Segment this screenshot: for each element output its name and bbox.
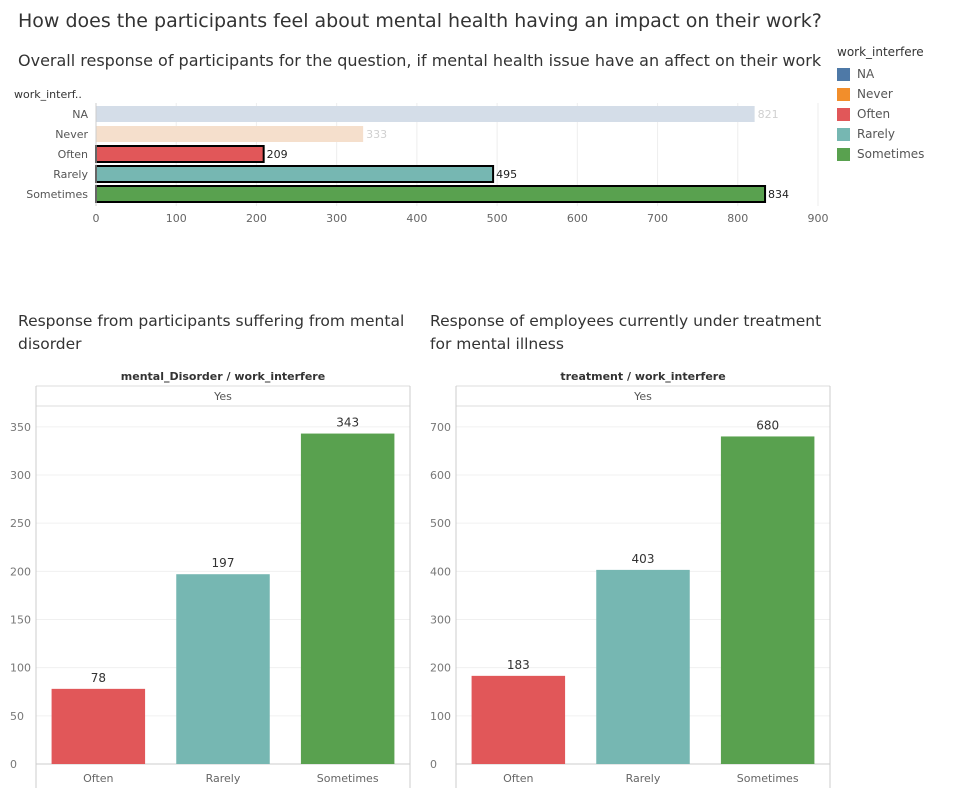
data-label-rarely: 197	[212, 556, 235, 570]
y-tick-label: 100	[430, 710, 451, 723]
x-tick-label-rarely: Rarely	[206, 772, 241, 785]
x-tick-label: 900	[808, 212, 829, 225]
legend-swatch	[837, 107, 850, 121]
data-label-sometimes: 343	[336, 416, 359, 430]
y-tick-label: 0	[10, 758, 17, 771]
y-tick-label: 200	[430, 662, 451, 675]
y-tick-label: 0	[430, 758, 437, 771]
y-tick-label: 250	[10, 517, 31, 530]
treatment-bar-sometimes	[720, 436, 815, 764]
mental-disorder-bar-often	[51, 688, 146, 764]
legend-item-na[interactable]: NA	[837, 64, 924, 84]
y-tick-label: 700	[430, 421, 451, 434]
row-label-often: Often	[58, 148, 88, 161]
y-tick-label: 300	[430, 613, 451, 626]
treatment-bar-often	[471, 675, 566, 764]
data-label-never: 333	[366, 128, 387, 141]
y-tick-label: 150	[10, 613, 31, 626]
data-label-rarely: 403	[632, 552, 655, 566]
x-tick-label-sometimes: Sometimes	[737, 772, 799, 785]
x-tick-label: 600	[567, 212, 588, 225]
color-legend: work_interfere NA Never Often Rarely Som…	[837, 45, 924, 164]
legend-title: work_interfere	[837, 45, 924, 59]
y-tick-label: 600	[430, 469, 451, 482]
legend-swatch	[837, 87, 850, 101]
left-panel-title: Response from participants suffering fro…	[18, 312, 405, 353]
x-tick-label: 0	[93, 212, 100, 225]
header-sub: Yes	[213, 390, 232, 403]
legend-item-often[interactable]: Often	[837, 104, 924, 124]
data-label-often: 183	[507, 658, 530, 672]
legend-swatch	[837, 147, 850, 161]
legend-label: Rarely	[857, 127, 895, 141]
data-label-often: 78	[91, 671, 106, 685]
x-tick-label: 200	[246, 212, 267, 225]
data-label-often: 209	[267, 148, 288, 161]
mental-disorder-bar-chart: mental_Disorder / work_interfere Yes 0 50 10…	[10, 370, 411, 788]
mental-disorder-bar-sometimes	[300, 433, 395, 764]
y-tick-label: 500	[430, 517, 451, 530]
legend-label: Often	[857, 107, 891, 121]
row-label-never: Never	[55, 128, 88, 141]
bar-often	[95, 145, 265, 163]
y-tick-label: 200	[10, 565, 31, 578]
legend-label: Never	[857, 87, 893, 101]
x-tick-label: 800	[727, 212, 748, 225]
treatment-bar-rarely	[596, 569, 690, 764]
legend-item-never[interactable]: Never	[837, 84, 924, 104]
data-label-na: 821	[758, 108, 779, 121]
legend-item-sometimes[interactable]: Sometimes	[837, 144, 924, 164]
y-tick-label: 400	[430, 565, 451, 578]
top-chart-subtitle: Overall response of participants for the…	[18, 51, 822, 70]
bar-sometimes	[95, 185, 767, 203]
header-title: mental_Disorder / work_interfere	[121, 370, 325, 383]
row-header: work_interf..	[14, 88, 82, 101]
dashboard-title: How does the participants feel about men…	[18, 10, 822, 32]
x-tick-label-often: Often	[503, 772, 533, 785]
x-tick-label-rarely: Rarely	[626, 772, 661, 785]
legend-swatch	[837, 67, 850, 81]
y-tick-label: 350	[10, 421, 31, 434]
row-label-sometimes: Sometimes	[26, 188, 88, 201]
mental-disorder-bar-rarely	[176, 574, 270, 764]
x-tick-label: 700	[647, 212, 668, 225]
x-tick-label: 300	[326, 212, 347, 225]
right-panel-title: Response of employees currently under tr…	[430, 312, 822, 353]
row-label-rarely: Rarely	[53, 168, 88, 181]
header-sub: Yes	[633, 390, 652, 403]
x-tick-label: 100	[166, 212, 187, 225]
y-tick-label: 50	[10, 710, 24, 723]
row-label-na: NA	[72, 108, 88, 121]
overall-response-bar-chart: work_interf.. NA 821 Never 333 Often 209 Rarely…	[14, 88, 829, 225]
data-label-sometimes: 680	[756, 418, 779, 432]
x-tick-label-often: Often	[83, 772, 113, 785]
x-tick-label: 400	[406, 212, 427, 225]
header-title: treatment / work_interfere	[560, 370, 725, 383]
y-tick-label: 100	[10, 662, 31, 675]
x-tick-label-sometimes: Sometimes	[317, 772, 379, 785]
data-label-sometimes: 834	[768, 188, 789, 201]
legend-label: NA	[857, 67, 875, 81]
x-tick-label: 500	[487, 212, 508, 225]
y-tick-label: 300	[10, 469, 31, 482]
bar-rarely	[95, 165, 495, 183]
legend-label: Sometimes	[857, 147, 925, 161]
bar-never	[96, 126, 364, 142]
data-label-rarely: 495	[496, 168, 517, 181]
legend-swatch	[837, 127, 850, 141]
legend-item-rarely[interactable]: Rarely	[837, 124, 924, 144]
treatment-bar-chart: treatment / work_interfere Yes 0 100 200 300 4…	[430, 370, 831, 788]
bar-na	[96, 106, 755, 122]
